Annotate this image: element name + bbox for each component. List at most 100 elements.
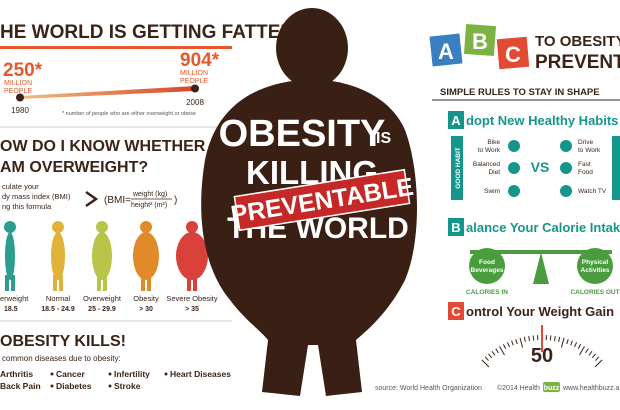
habit-icon — [560, 140, 572, 152]
gauge-tick — [566, 339, 569, 345]
letter-box — [496, 36, 530, 70]
figure-label: Obesity — [133, 294, 159, 303]
figure-leg — [11, 275, 15, 291]
gauge-tick — [502, 344, 507, 349]
formula: height² (m²) — [131, 202, 167, 209]
letter: B — [472, 29, 488, 54]
figure-label: Normal — [46, 294, 71, 303]
gauge-tick — [570, 340, 573, 346]
pan-label: Activities — [581, 267, 610, 274]
pan-caption: CALORIES IN — [466, 289, 508, 296]
year: 1980 — [11, 106, 29, 115]
arrow — [85, 190, 99, 208]
figure-body — [5, 232, 15, 280]
figure-leg — [147, 275, 151, 291]
disease: Diabetes — [56, 381, 92, 391]
gauge-tick — [577, 344, 582, 349]
figure-head — [52, 221, 64, 233]
year: 2008 — [186, 98, 204, 107]
figure-leg — [97, 275, 101, 291]
right-title: TO OBESITY — [535, 33, 620, 50]
gauge-tick — [595, 356, 600, 361]
habit-icon — [508, 162, 520, 174]
section-title: OW DO I KNOW WHETHER — [0, 138, 206, 155]
copyright: ©2014 Health — [497, 384, 540, 392]
vs: VS — [531, 159, 550, 175]
figure-body — [92, 232, 112, 280]
rule-heading: ontrol Your Weight Gain — [466, 304, 614, 319]
brand: buzz — [544, 385, 560, 392]
figure-head — [186, 221, 198, 233]
letter-box — [448, 111, 464, 129]
gauge-tick — [588, 350, 593, 356]
bmi-text: ng this formula — [2, 202, 52, 211]
figure-range: 18.5 - 24.9 — [41, 306, 75, 313]
habit-icon — [508, 140, 520, 152]
figure-head — [140, 221, 152, 233]
gauge-tick — [499, 346, 505, 356]
brand-box — [543, 382, 560, 392]
gauge-tick — [560, 337, 565, 348]
figure-label: Severe Obesity — [166, 294, 218, 303]
bmi-text: culate your — [2, 182, 39, 191]
letter-box — [429, 33, 463, 67]
stat-unit: PEOPLE — [4, 88, 32, 95]
figure-leg — [59, 275, 63, 291]
letter-box — [448, 218, 464, 236]
habit-text: Balanced — [473, 161, 500, 168]
head — [276, 8, 348, 88]
disease: Stroke — [114, 381, 141, 391]
footnote: * number of people who are either overwe… — [62, 111, 196, 117]
pan-caption: CALORIES OUT — [570, 289, 619, 296]
headline: IS — [376, 130, 391, 147]
section-title: OBESITY KILLS! — [0, 333, 126, 350]
scale-pan — [469, 248, 505, 284]
stat-unit: PEOPLE — [180, 78, 208, 85]
gauge-tick — [506, 342, 510, 348]
bmi-figures: erweight 18.5 Normal 18.5 - 24.9 Overweight 2… — [0, 221, 218, 313]
habit-text: Diet — [488, 169, 500, 176]
url: www.healthbuzz.a — [562, 385, 620, 392]
dot — [191, 84, 199, 93]
gauge-tick — [585, 348, 589, 354]
disease: Heart Diseases — [170, 369, 231, 379]
figure-leg — [141, 275, 145, 291]
headline: OBESITY — [219, 113, 386, 155]
habit-icon — [508, 185, 520, 197]
gauge-tick — [528, 335, 530, 342]
stat-value: 904* — [180, 50, 220, 71]
gauge-tick — [488, 353, 493, 359]
figure-leg — [193, 275, 197, 291]
section-title: HE WORLD IS GETTING FATTER — [0, 22, 294, 43]
letter-box — [448, 302, 464, 320]
pan-label: Beverages — [471, 267, 504, 274]
scale-beam — [470, 250, 612, 254]
figure-label: erweight — [0, 294, 29, 303]
gauge-tick — [558, 336, 561, 342]
figure-range: 25 - 29.9 — [88, 306, 116, 313]
silhouette — [201, 8, 418, 396]
rule-heading: alance Your Calorie Intake — [466, 220, 620, 235]
letter: C — [451, 304, 461, 319]
habit-text: Fast — [578, 161, 591, 168]
bullet — [108, 372, 112, 376]
habit-text: Food — [578, 169, 593, 176]
gauge-tick — [511, 340, 514, 346]
bmi-text: dy mass index (BMI) — [2, 192, 71, 201]
stat-value: 250* — [3, 60, 43, 81]
pan-label: Physical — [582, 259, 609, 266]
gauge-tick — [591, 353, 596, 359]
habit-text: Bike — [487, 139, 500, 146]
body — [201, 80, 418, 396]
letter: B — [451, 220, 460, 235]
figure-body — [176, 232, 208, 280]
figure-leg — [103, 275, 107, 291]
habit-icon — [560, 185, 572, 197]
kills-text: common diseases due to obesity: — [2, 354, 121, 363]
bullet — [108, 384, 112, 388]
formula: weight (kg) — [132, 191, 167, 198]
figure-leg — [5, 275, 9, 291]
gauge-tick — [579, 346, 585, 356]
dot — [16, 93, 24, 102]
bullet — [50, 372, 54, 376]
